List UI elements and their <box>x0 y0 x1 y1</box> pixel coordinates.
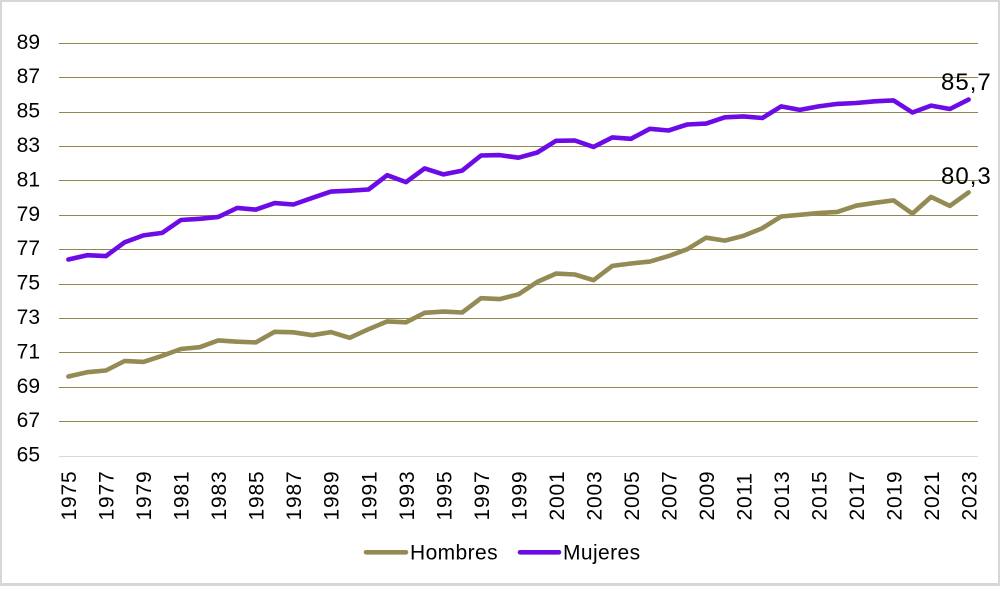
svg-text:1983: 1983 <box>208 471 231 521</box>
svg-text:81: 81 <box>17 168 40 191</box>
svg-text:2019: 2019 <box>883 471 906 521</box>
svg-text:1975: 1975 <box>58 471 81 521</box>
svg-text:1977: 1977 <box>96 471 119 521</box>
svg-text:69: 69 <box>17 375 40 398</box>
svg-text:2021: 2021 <box>921 471 944 521</box>
svg-text:67: 67 <box>17 409 40 432</box>
svg-text:89: 89 <box>17 31 40 54</box>
svg-text:1997: 1997 <box>471 471 494 521</box>
svg-text:1985: 1985 <box>246 471 269 521</box>
svg-text:2009: 2009 <box>696 471 719 521</box>
svg-text:1979: 1979 <box>133 471 156 521</box>
svg-text:2007: 2007 <box>658 471 681 521</box>
svg-text:87: 87 <box>17 65 40 88</box>
svg-text:85,7: 85,7 <box>941 69 992 96</box>
svg-text:Hombres: Hombres <box>410 542 498 565</box>
svg-text:83: 83 <box>17 134 40 157</box>
svg-text:73: 73 <box>17 306 40 329</box>
svg-text:75: 75 <box>17 272 40 295</box>
svg-text:77: 77 <box>17 237 40 260</box>
svg-text:2013: 2013 <box>771 471 794 521</box>
svg-text:1999: 1999 <box>508 471 531 521</box>
svg-text:1991: 1991 <box>358 471 381 521</box>
svg-text:65: 65 <box>17 444 40 467</box>
svg-text:80,3: 80,3 <box>941 163 992 190</box>
svg-text:2005: 2005 <box>621 471 644 521</box>
svg-text:1987: 1987 <box>283 471 306 521</box>
svg-text:Mujeres: Mujeres <box>563 542 641 565</box>
svg-text:2011: 2011 <box>733 472 756 520</box>
svg-text:2003: 2003 <box>583 471 606 521</box>
svg-text:1989: 1989 <box>321 471 344 521</box>
svg-text:2017: 2017 <box>846 471 869 521</box>
svg-text:85: 85 <box>17 100 40 123</box>
svg-text:2001: 2001 <box>546 471 569 521</box>
svg-text:1995: 1995 <box>433 471 456 521</box>
svg-text:79: 79 <box>17 203 40 226</box>
svg-text:1993: 1993 <box>396 471 419 521</box>
svg-text:2015: 2015 <box>808 471 831 521</box>
svg-text:2023: 2023 <box>958 471 981 521</box>
svg-text:1981: 1981 <box>171 471 194 521</box>
svg-text:71: 71 <box>17 340 40 363</box>
